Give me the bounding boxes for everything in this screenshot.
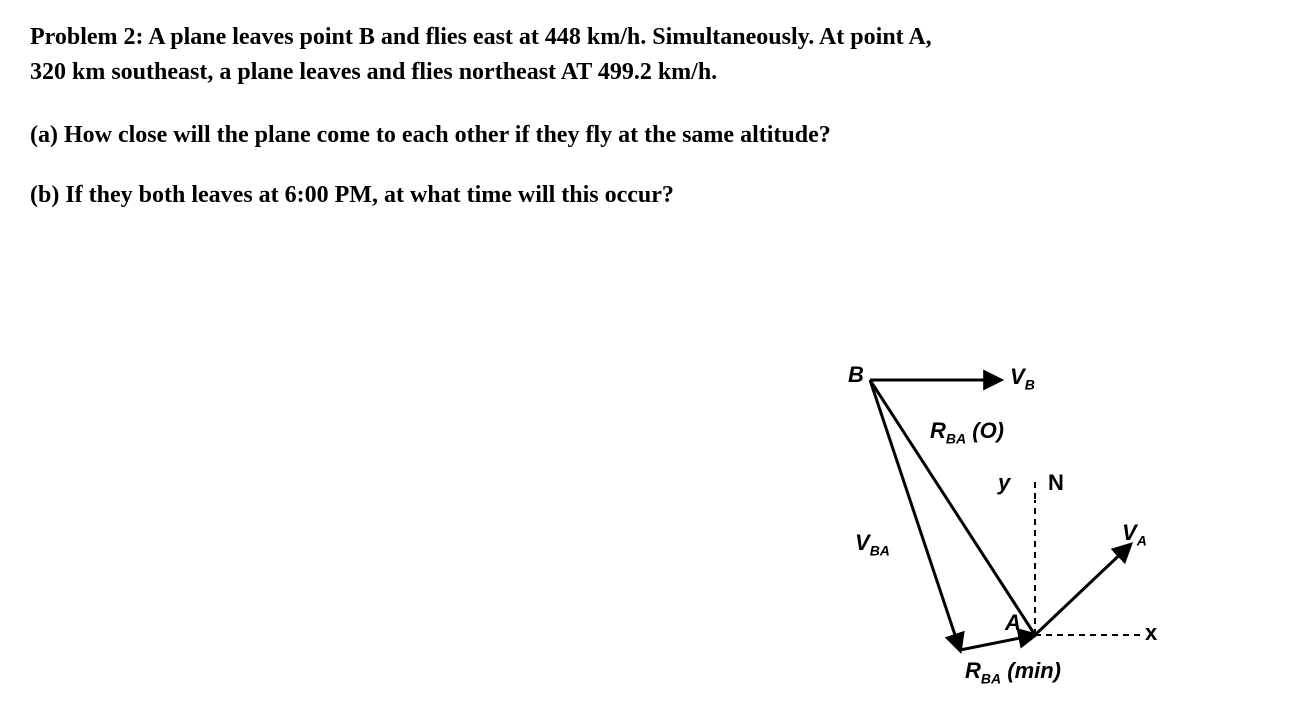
part-a: (a) How close will the plane come to eac… bbox=[30, 118, 1283, 153]
label-Va: VA bbox=[1122, 520, 1147, 548]
label-B: B bbox=[848, 362, 864, 388]
problem-line-2: 320 km southeast, a plane leaves and fli… bbox=[30, 59, 717, 85]
label-N: N bbox=[1048, 470, 1064, 496]
diagram-svg bbox=[800, 350, 1220, 700]
problem-statement: Problem 2: A plane leaves point B and fl… bbox=[30, 20, 1283, 90]
label-A: A bbox=[1005, 610, 1021, 636]
part-b: (b) If they both leaves at 6:00 PM, at w… bbox=[30, 178, 1283, 213]
label-y: y bbox=[998, 470, 1010, 496]
label-Rba-min: RBA (min) bbox=[965, 658, 1061, 686]
problem-line-1: Problem 2: A plane leaves point B and fl… bbox=[30, 24, 932, 50]
label-Rba-0: RBA (O) bbox=[930, 418, 1004, 446]
page: Problem 2: A plane leaves point B and fl… bbox=[0, 0, 1313, 721]
label-Vba: VBA bbox=[855, 530, 890, 558]
vector-diagram: B VB RBA (O) y N VBA VA A x RBA (min) bbox=[800, 350, 1220, 700]
label-Vb: VB bbox=[1010, 364, 1035, 392]
label-x: x bbox=[1145, 620, 1157, 646]
